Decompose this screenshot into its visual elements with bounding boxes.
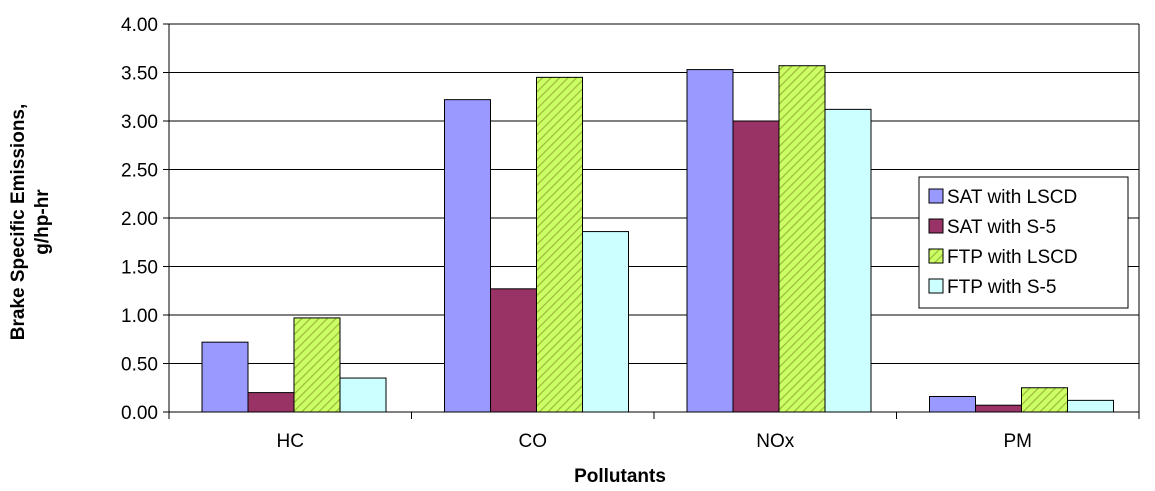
- legend-swatch-1: [928, 188, 944, 204]
- bar-co-series-1: [444, 99, 491, 413]
- x-tick-labels: HC CO NOx PM: [277, 431, 1032, 452]
- x-axis-title: Pollutants: [574, 466, 666, 487]
- y-tick-label-4: 2.00: [121, 209, 158, 230]
- y-axis-title: Brake Specific Emissions, g/hp-hr: [8, 104, 53, 341]
- bar-hc-series-1: [201, 341, 249, 413]
- y-tick-label-1: 0.50: [121, 355, 158, 376]
- bar-hc-series-3: [293, 317, 341, 413]
- bar-co-series-2: [490, 288, 537, 413]
- y-tick-label-0: 0.00: [121, 403, 158, 424]
- y-tick-labels: 0.00 0.50 1.00 1.50 2.00 2.50 3.00 3.50 4.00: [121, 15, 158, 424]
- bar-co-series-4: [582, 231, 629, 413]
- bar-pm-series-4: [1067, 399, 1114, 413]
- bars-group: [201, 65, 1114, 413]
- bar-hc-series-4: [339, 377, 387, 413]
- y-tick-label-3: 1.50: [121, 258, 158, 279]
- x-tick-label-pm: PM: [1004, 431, 1033, 452]
- y-tick-label-2: 1.00: [121, 306, 158, 327]
- legend-swatch-2: [928, 218, 944, 234]
- bar-nox-series-1: [686, 69, 734, 413]
- bar-hc-series-2: [247, 392, 295, 413]
- legend-label-1: SAT with LSCD: [947, 187, 1077, 208]
- legend-swatch-4: [928, 278, 944, 294]
- y-tick-label-8: 4.00: [121, 15, 158, 36]
- y-tick-label-6: 3.00: [121, 112, 158, 133]
- bar-pm-series-2: [975, 404, 1022, 413]
- y-axis-title-line1: Brake Specific Emissions,: [8, 104, 29, 341]
- legend-swatch-3: [928, 248, 944, 264]
- bar-co-series-3: [536, 76, 583, 413]
- legend: SAT with LSCD SAT with S-5 FTP with LSCD FT…: [918, 176, 1129, 309]
- bar-nox-series-2: [732, 120, 780, 413]
- legend-label-4: FTP with S-5: [947, 277, 1056, 298]
- bar-pm-series-3: [1021, 387, 1068, 413]
- bar-nox-series-3: [778, 65, 826, 413]
- axes: [168, 24, 1140, 419]
- y-axis-title-line2: g/hp-hr: [32, 189, 53, 255]
- bar-pm-series-1: [929, 395, 976, 413]
- legend-label-3: FTP with LSCD: [947, 247, 1078, 268]
- x-tick-label-co: CO: [519, 431, 548, 452]
- legend-box: [918, 176, 1129, 309]
- legend-label-2: SAT with S-5: [947, 217, 1056, 238]
- bar-nox-series-4: [824, 108, 872, 413]
- y-tick-label-5: 2.50: [121, 161, 158, 182]
- y-tick-label-7: 3.50: [121, 64, 158, 85]
- x-tick-label-hc: HC: [277, 431, 304, 452]
- x-tick-label-nox: NOx: [756, 431, 795, 452]
